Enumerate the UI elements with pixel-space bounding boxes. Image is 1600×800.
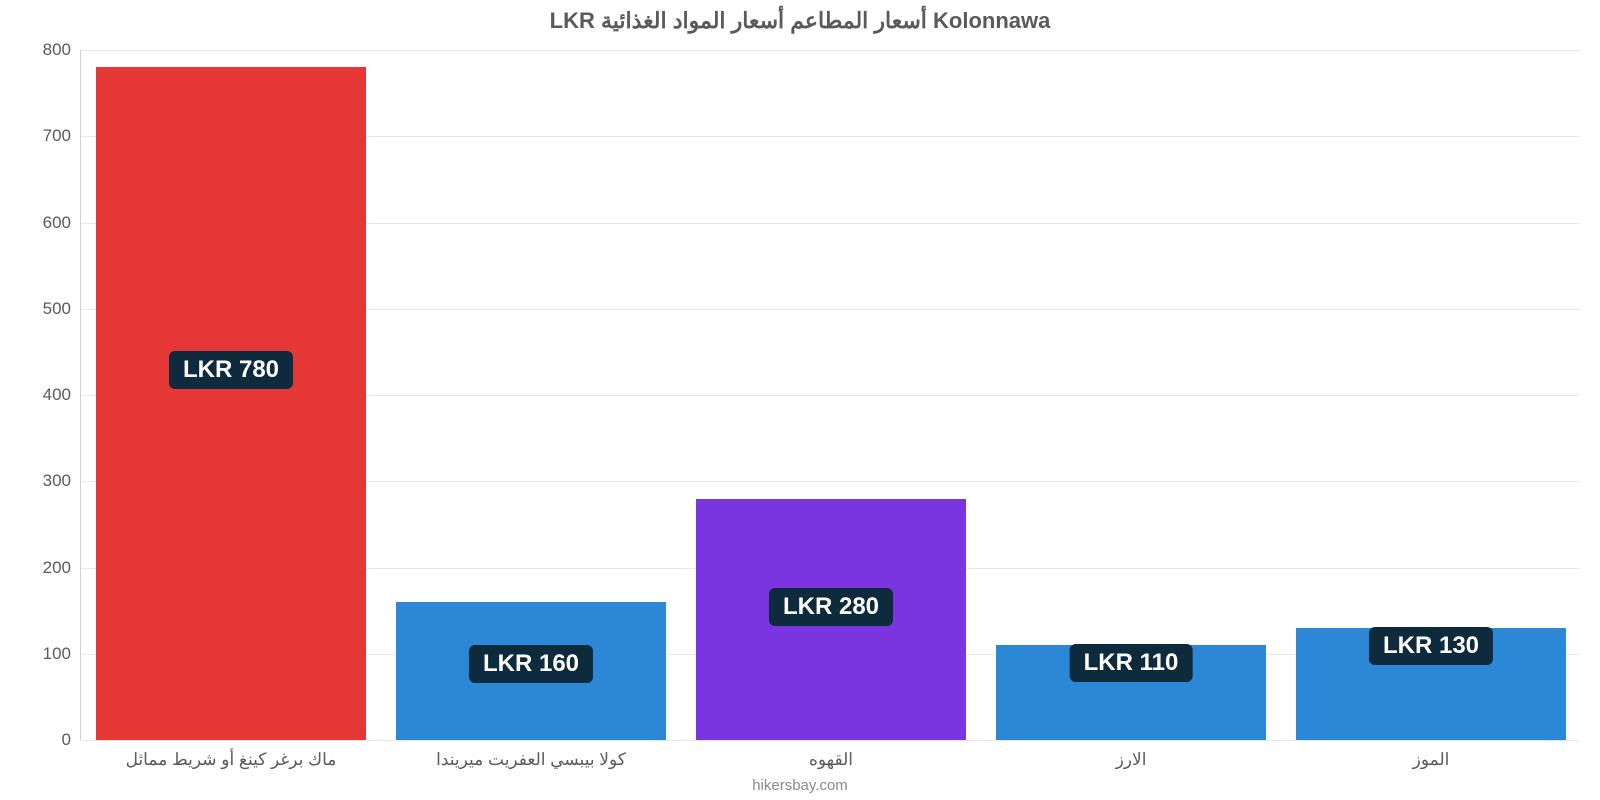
chart-title: LKR أسعار المطاعم أسعار المواد الغذائية … [0, 8, 1600, 34]
y-axis-tick-label: 0 [62, 730, 81, 750]
y-axis-tick-label: 500 [43, 299, 81, 319]
x-axis-category-label: ماك برغر كينغ أو شريط مماثل [126, 740, 337, 770]
plot-area: 0100200300400500600700800LKR 780ماك برغر… [80, 50, 1580, 740]
x-axis-category-label: الموز [1413, 740, 1450, 770]
gridline [81, 50, 1580, 51]
y-axis-tick-label: 300 [43, 471, 81, 491]
y-axis-tick-label: 400 [43, 385, 81, 405]
x-axis-category-label: كولا بيبسي العفريت ميريندا [436, 740, 626, 770]
attribution-text: hikersbay.com [0, 777, 1600, 794]
bar-value-label: LKR 780 [169, 351, 293, 389]
y-axis-tick-label: 200 [43, 558, 81, 578]
y-axis-tick-label: 600 [43, 213, 81, 233]
y-axis-tick-label: 100 [43, 644, 81, 664]
y-axis-tick-label: 800 [43, 40, 81, 60]
bar-value-label: LKR 160 [469, 645, 593, 683]
x-axis-category-label: الارز [1116, 740, 1147, 770]
price-chart: LKR أسعار المطاعم أسعار المواد الغذائية … [0, 0, 1600, 800]
y-axis-tick-label: 700 [43, 126, 81, 146]
bar-value-label: LKR 280 [769, 588, 893, 626]
bar [96, 67, 366, 740]
bar-value-label: LKR 130 [1369, 627, 1493, 665]
x-axis-category-label: القهوه [809, 740, 853, 770]
bar-value-label: LKR 110 [1070, 644, 1193, 682]
